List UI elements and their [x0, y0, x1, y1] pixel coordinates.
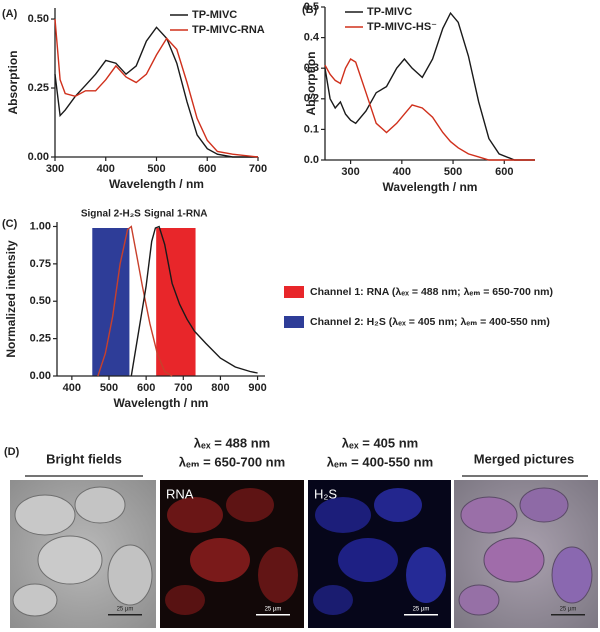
series-line	[97, 225, 173, 377]
band	[92, 228, 130, 376]
band-label: Signal 2-H₂S	[81, 209, 141, 220]
y-tick-label: 0.0	[304, 154, 319, 166]
series-line	[54, 18, 259, 158]
scale-bar-label: 25 µm	[560, 607, 577, 613]
panel-label: (C)	[2, 218, 18, 230]
y-tick-label: 0.25	[30, 333, 51, 345]
scale-bar-label: 25 µm	[413, 607, 430, 613]
x-tick-label: 500	[444, 166, 462, 178]
y-axis-label: Normalized intensity	[4, 240, 18, 358]
panel-label: (A)	[2, 8, 18, 20]
band-label: Signal 1-RNA	[144, 209, 207, 220]
x-axis-label: Wavelength / nm	[109, 177, 204, 191]
x-tick-label: 400	[63, 382, 81, 394]
x-tick-label: 700	[249, 163, 267, 175]
y-tick-label: 0.1	[304, 123, 319, 135]
legend-label: TP-MIVC-RNA	[192, 24, 265, 36]
column-header: Merged pictures	[474, 451, 574, 466]
x-tick-label: 600	[198, 163, 216, 175]
legend-label: TP-MIVC	[367, 6, 412, 18]
y-tick-label: 0.75	[30, 258, 51, 270]
panel-label: (B)	[302, 4, 318, 16]
micrograph: 25 µm	[10, 480, 156, 628]
y-tick-label: 0.00	[30, 370, 51, 382]
x-tick-label: 300	[341, 166, 359, 178]
band	[156, 228, 196, 376]
column-header: λₑₓ = 405 nm	[342, 435, 419, 450]
column-header: λₑₓ = 488 nm	[194, 435, 271, 450]
micrograph: H₂S 25 µm	[308, 480, 451, 628]
y-tick-label: 0.5	[304, 1, 319, 13]
column-header: λₑₘ = 650-700 nm	[179, 454, 285, 469]
panel-label: (D)	[4, 446, 20, 458]
x-tick-label: 700	[174, 382, 192, 394]
micrograph: 25 µm	[454, 480, 598, 628]
x-tick-label: 600	[137, 382, 155, 394]
y-tick-label: 0.2	[304, 93, 319, 105]
x-tick-label: 400	[393, 166, 411, 178]
inset-label: RNA	[166, 486, 194, 501]
y-tick-label: 1.00	[30, 220, 51, 232]
y-axis-label: Absorption	[6, 51, 20, 115]
column-header: Bright fields	[46, 451, 122, 466]
legend-label: TP-MIVC-HS⁻	[367, 21, 437, 33]
legend-swatch	[284, 286, 304, 298]
scale-bar-label: 25 µm	[117, 607, 134, 613]
micrograph: RNA 25 µm	[160, 480, 304, 628]
inset-label: H₂S	[314, 486, 337, 501]
x-tick-label: 500	[147, 163, 165, 175]
y-tick-label: 0.50	[30, 295, 51, 307]
series-line	[324, 11, 535, 161]
y-tick-label: 0.3	[304, 62, 319, 74]
legend-swatch	[284, 316, 304, 328]
x-tick-label: 600	[495, 166, 513, 178]
legend-label: Channel 2: H₂S (λₑₓ = 405 nm; λₑₘ = 400-…	[310, 316, 550, 328]
x-tick-label: 500	[100, 382, 118, 394]
series-line	[130, 225, 258, 377]
y-tick-label: 0.4	[304, 32, 320, 44]
y-tick-label: 0.00	[28, 151, 49, 163]
series-line	[54, 26, 258, 158]
column-header: λₑₘ = 400-550 nm	[327, 454, 433, 469]
scale-bar-label: 25 µm	[265, 607, 282, 613]
x-axis-label: Wavelength / nm	[114, 396, 209, 410]
legend-label: TP-MIVC	[192, 9, 237, 21]
x-tick-label: 400	[97, 163, 115, 175]
x-tick-label: 300	[46, 163, 64, 175]
x-tick-label: 900	[248, 382, 266, 394]
legend-label: Channel 1: RNA (λₑₓ = 488 nm; λₑₘ = 650-…	[310, 286, 553, 298]
x-tick-label: 800	[211, 382, 229, 394]
series-line	[324, 58, 535, 161]
y-tick-label: 0.25	[28, 82, 49, 94]
x-axis-label: Wavelength / nm	[383, 180, 478, 194]
y-axis-label: Absorption	[304, 52, 318, 116]
y-tick-label: 0.50	[28, 13, 49, 25]
